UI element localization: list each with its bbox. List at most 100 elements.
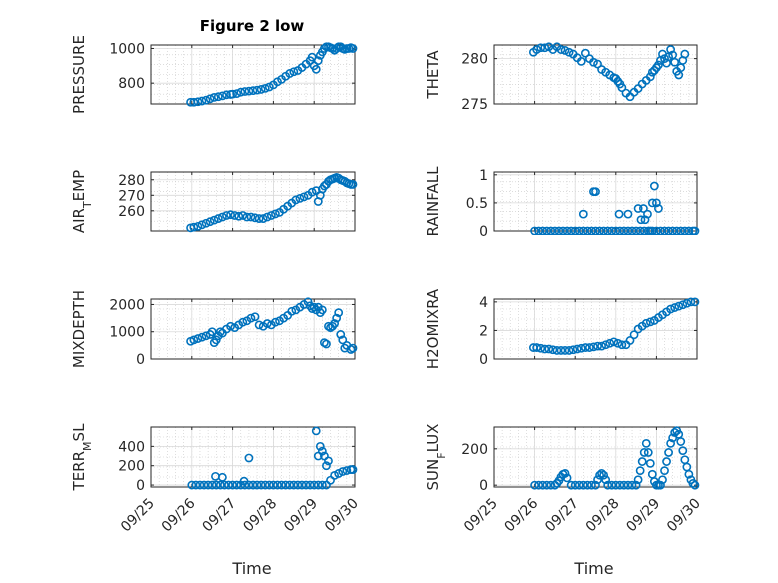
data-point	[252, 480, 262, 490]
data-point	[217, 472, 227, 482]
data-point	[199, 480, 209, 490]
data-point	[627, 480, 637, 490]
data-point	[322, 461, 331, 471]
y-tick-label: 1000	[109, 325, 145, 341]
data-point	[580, 343, 590, 352]
y-tick-label: 280	[118, 173, 145, 189]
data-point	[289, 67, 299, 77]
data-point	[319, 44, 329, 53]
data-point	[242, 212, 252, 222]
data-point	[668, 433, 678, 443]
data-point	[682, 298, 692, 308]
data-point	[197, 332, 207, 342]
y-tick-label: 275	[461, 97, 488, 113]
data-point	[256, 480, 266, 490]
data-point	[615, 226, 625, 235]
data-point	[532, 45, 542, 54]
data-point	[564, 47, 574, 57]
data-point	[660, 226, 669, 235]
data-point	[597, 341, 606, 351]
data-point	[348, 465, 358, 474]
y-tick-label: 0	[136, 478, 145, 494]
data-point	[258, 214, 268, 223]
data-point	[332, 313, 342, 323]
data-point	[645, 72, 655, 82]
data-point	[534, 480, 544, 490]
x-tick-label: 09/29	[281, 496, 321, 536]
x-tick-label: 09/27	[200, 496, 240, 536]
data-point	[338, 467, 348, 476]
data-point	[226, 321, 235, 331]
data-point	[295, 193, 305, 203]
data-point	[205, 94, 215, 104]
data-point	[256, 85, 266, 94]
data-point	[246, 212, 256, 222]
y-axis-label: PRESSURE	[70, 35, 88, 114]
data-point	[301, 480, 311, 490]
data-point	[601, 475, 611, 485]
data-point	[322, 339, 331, 349]
data-point	[309, 480, 319, 490]
data-point	[232, 480, 242, 490]
data-point	[540, 43, 550, 53]
data-point	[224, 480, 233, 490]
data-point	[217, 91, 227, 101]
x-tick-label: 09/26	[159, 495, 199, 535]
data-point	[570, 226, 580, 235]
data-point	[311, 64, 321, 74]
data-point	[554, 226, 564, 235]
panel-8: 09/25 09/26 09/27 09/28 09/29 09/30 0 200 SUNFLU…	[424, 424, 704, 536]
markers	[186, 297, 358, 354]
data-point	[688, 478, 698, 488]
data-point	[660, 466, 669, 476]
data-point	[348, 44, 358, 53]
data-point	[248, 480, 258, 490]
data-point	[542, 480, 552, 490]
data-point	[230, 211, 240, 220]
data-point	[603, 226, 613, 235]
data-point	[273, 480, 282, 490]
data-point	[666, 438, 676, 448]
data-point	[676, 226, 686, 235]
data-point	[542, 226, 552, 235]
x-tick-label: 09/30	[664, 496, 704, 536]
data-point	[193, 97, 203, 107]
data-point	[617, 340, 627, 350]
data-point	[317, 480, 327, 490]
data-point	[629, 330, 639, 340]
data-point	[226, 210, 235, 220]
data-point	[289, 480, 299, 490]
data-point	[619, 226, 629, 235]
data-point	[690, 297, 700, 307]
markers	[530, 426, 700, 490]
data-point	[678, 446, 688, 456]
data-point	[299, 192, 309, 202]
data-point	[633, 204, 643, 213]
data-point	[615, 480, 625, 490]
data-point	[203, 480, 213, 490]
data-point	[254, 320, 264, 330]
y-tick-label: 0.5	[466, 196, 488, 212]
y-tick-label: 800	[118, 76, 145, 92]
y-axis-label: H2OMIXRA	[424, 288, 442, 369]
data-point	[670, 303, 680, 312]
data-point	[623, 209, 633, 219]
data-point	[317, 305, 327, 315]
data-point	[582, 226, 592, 235]
x-axis-label-right: Time	[573, 559, 613, 578]
data-point	[232, 89, 242, 98]
data-point	[209, 93, 219, 102]
data-point	[607, 226, 617, 235]
data-point	[611, 480, 621, 490]
y-axis-label: MIXDEPTH	[70, 290, 88, 368]
data-point	[348, 180, 358, 189]
x-tick-label: 09/26	[502, 495, 542, 535]
data-point	[639, 448, 649, 457]
data-point	[613, 338, 623, 348]
data-point	[662, 457, 671, 466]
data-point	[197, 220, 207, 230]
y-tick-label: 0	[479, 352, 488, 368]
data-point	[313, 480, 323, 490]
y-tick-label: 280	[461, 52, 488, 68]
